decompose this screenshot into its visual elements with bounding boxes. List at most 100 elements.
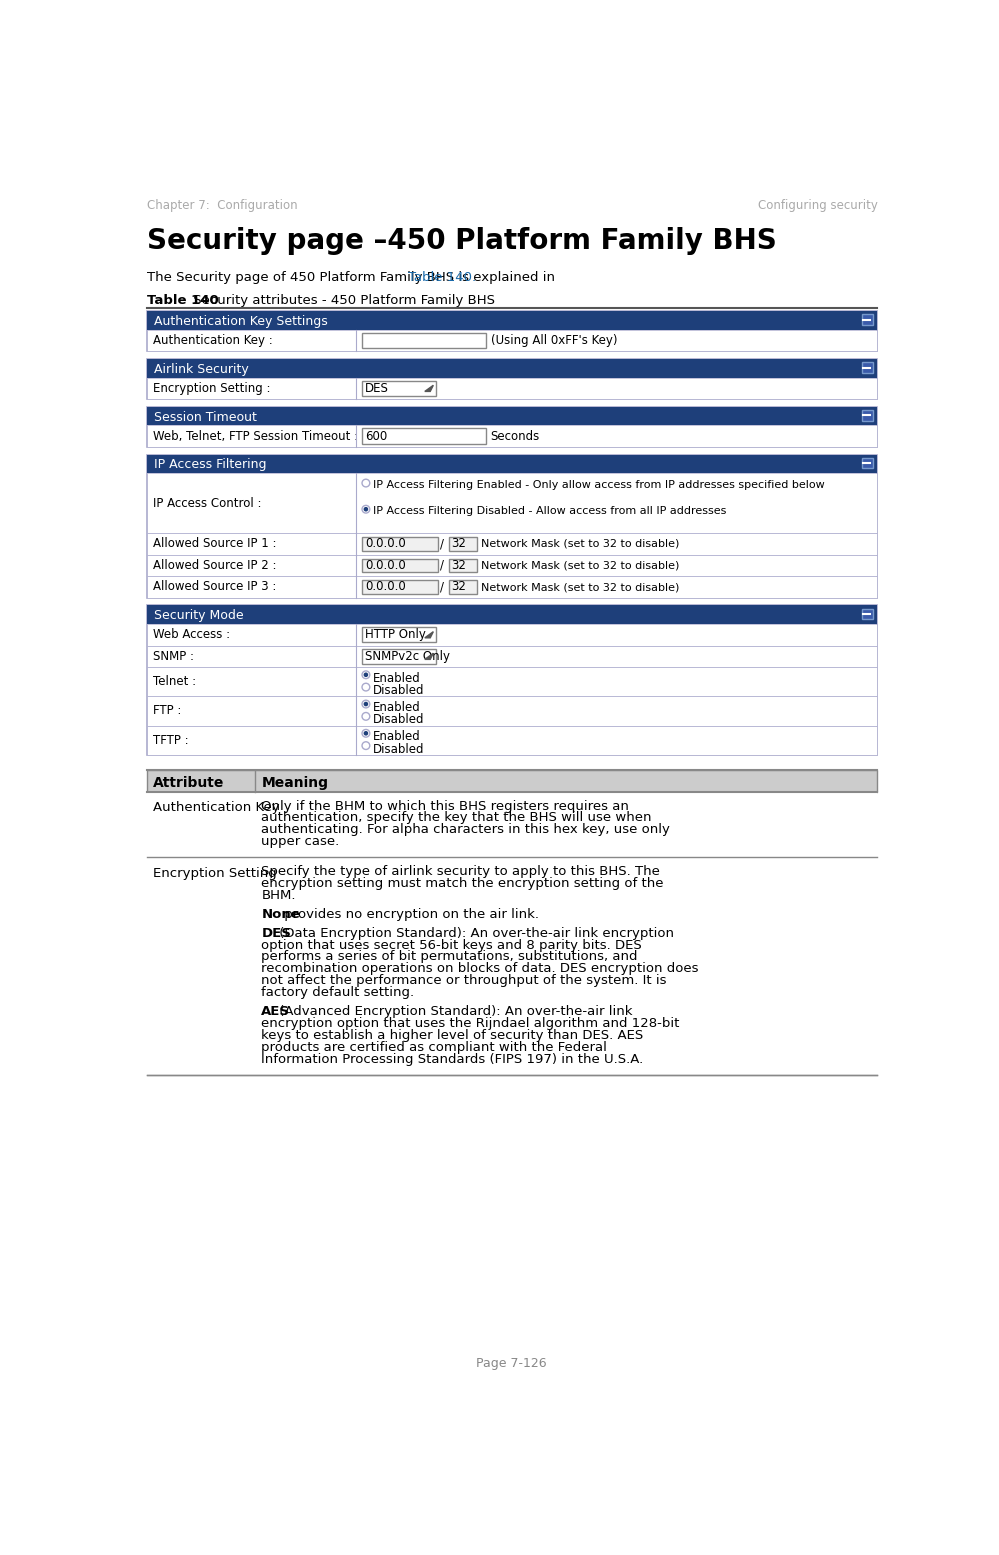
Bar bbox=[362, 648, 436, 664]
Text: Information Processing Standards (FIPS 197) in the U.S.A.: Information Processing Standards (FIPS 1… bbox=[262, 1053, 643, 1065]
Polygon shape bbox=[425, 386, 434, 392]
Bar bbox=[147, 311, 877, 330]
Bar bbox=[147, 454, 877, 597]
Circle shape bbox=[362, 505, 370, 513]
Circle shape bbox=[362, 700, 370, 708]
Text: /: / bbox=[441, 558, 445, 572]
Polygon shape bbox=[425, 631, 434, 638]
Text: Meaning: Meaning bbox=[262, 776, 329, 790]
Text: Only if the BHM to which this BHS registers requires an: Only if the BHM to which this BHS regist… bbox=[262, 799, 629, 813]
Text: Network Mask (set to 32 to disable): Network Mask (set to 32 to disable) bbox=[481, 540, 679, 549]
Text: Enabled: Enabled bbox=[373, 731, 421, 743]
Bar bbox=[362, 428, 487, 443]
Text: 32: 32 bbox=[452, 538, 466, 550]
Text: Authentication Key :: Authentication Key : bbox=[153, 334, 273, 347]
Bar bbox=[147, 605, 877, 624]
Bar bbox=[147, 407, 877, 446]
Text: products are certified as compliant with the Federal: products are certified as compliant with… bbox=[262, 1040, 607, 1054]
Bar bbox=[862, 457, 873, 468]
Text: keys to establish a higher level of security than DES. AES: keys to establish a higher level of secu… bbox=[262, 1029, 643, 1042]
Bar bbox=[147, 533, 877, 555]
Text: Network Mask (set to 32 to disable): Network Mask (set to 32 to disable) bbox=[481, 560, 679, 571]
Bar bbox=[147, 426, 877, 446]
Text: factory default setting.: factory default setting. bbox=[262, 986, 415, 1000]
Text: 32: 32 bbox=[452, 558, 466, 572]
Text: Table 140: Table 140 bbox=[147, 294, 219, 308]
Text: /: / bbox=[441, 580, 445, 594]
Text: IP Access Filtering Disabled - Allow access from all IP addresses: IP Access Filtering Disabled - Allow acc… bbox=[373, 505, 726, 516]
Circle shape bbox=[362, 479, 370, 487]
Text: 0.0.0.0: 0.0.0.0 bbox=[365, 558, 406, 572]
Text: DES: DES bbox=[365, 383, 389, 395]
Text: Specify the type of airlink security to apply to this BHS. The: Specify the type of airlink security to … bbox=[262, 865, 660, 879]
Text: /: / bbox=[441, 538, 445, 550]
Text: SNMPv2c Only: SNMPv2c Only bbox=[365, 650, 451, 662]
Bar bbox=[147, 311, 877, 351]
Bar bbox=[362, 580, 438, 594]
Text: IP Access Filtering: IP Access Filtering bbox=[154, 459, 266, 471]
Text: Enabled: Enabled bbox=[373, 701, 421, 714]
Text: Chapter 7:  Configuration: Chapter 7: Configuration bbox=[147, 199, 297, 211]
Text: Telnet :: Telnet : bbox=[153, 675, 196, 689]
Bar bbox=[147, 555, 877, 577]
Bar bbox=[147, 378, 877, 400]
Bar bbox=[147, 359, 877, 378]
Text: Disabled: Disabled bbox=[373, 684, 425, 697]
Bar bbox=[362, 333, 487, 348]
Text: HTTP Only: HTTP Only bbox=[365, 628, 426, 641]
Text: IP Access Filtering Enabled - Only allow access from IP addresses specified belo: IP Access Filtering Enabled - Only allow… bbox=[373, 480, 824, 490]
Text: FTP :: FTP : bbox=[153, 704, 181, 717]
Polygon shape bbox=[425, 653, 434, 659]
Text: Web, Telnet, FTP Session Timeout :: Web, Telnet, FTP Session Timeout : bbox=[153, 429, 358, 443]
Text: Attribute: Attribute bbox=[153, 776, 224, 790]
Circle shape bbox=[364, 507, 369, 512]
Bar bbox=[362, 381, 436, 397]
Circle shape bbox=[364, 701, 369, 706]
Bar bbox=[147, 791, 877, 857]
Bar bbox=[449, 536, 477, 550]
Text: recombination operations on blocks of data. DES encryption does: recombination operations on blocks of da… bbox=[262, 963, 698, 975]
Circle shape bbox=[362, 670, 370, 678]
Text: 0.0.0.0: 0.0.0.0 bbox=[365, 580, 406, 594]
Text: Authentication Key: Authentication Key bbox=[153, 801, 280, 815]
Text: Encryption Setting :: Encryption Setting : bbox=[153, 383, 271, 395]
Text: The Security page of 450 Platform Family BHS is explained in: The Security page of 450 Platform Family… bbox=[147, 271, 558, 285]
Bar bbox=[362, 536, 438, 550]
Bar bbox=[147, 645, 877, 667]
Text: Security Mode: Security Mode bbox=[154, 610, 243, 622]
Text: (Advanced Encryption Standard): An over-the-air link: (Advanced Encryption Standard): An over-… bbox=[276, 1005, 632, 1019]
Bar bbox=[862, 411, 873, 421]
Text: Web Access :: Web Access : bbox=[153, 628, 230, 641]
Circle shape bbox=[364, 672, 369, 676]
Bar bbox=[362, 558, 438, 572]
Text: Network Mask (set to 32 to disable): Network Mask (set to 32 to disable) bbox=[481, 582, 679, 592]
Text: option that uses secret 56-bit keys and 8 parity bits. DES: option that uses secret 56-bit keys and … bbox=[262, 939, 642, 952]
Text: Allowed Source IP 3 :: Allowed Source IP 3 : bbox=[153, 580, 276, 594]
Bar bbox=[147, 577, 877, 597]
Text: Session Timeout: Session Timeout bbox=[154, 411, 257, 423]
Text: Table 140.: Table 140. bbox=[408, 271, 476, 285]
Circle shape bbox=[362, 742, 370, 750]
Bar bbox=[147, 857, 877, 1075]
Text: TFTP :: TFTP : bbox=[153, 734, 189, 746]
Circle shape bbox=[362, 729, 370, 737]
Bar bbox=[147, 624, 877, 645]
Text: Security page –450 Platform Family BHS: Security page –450 Platform Family BHS bbox=[147, 227, 776, 255]
Text: Security attributes - 450 Platform Family BHS: Security attributes - 450 Platform Famil… bbox=[189, 294, 495, 308]
Text: Encryption Setting: Encryption Setting bbox=[153, 866, 277, 880]
Bar bbox=[147, 359, 877, 400]
Circle shape bbox=[362, 712, 370, 720]
Text: AES: AES bbox=[262, 1005, 291, 1019]
Bar bbox=[147, 667, 877, 697]
Circle shape bbox=[362, 683, 370, 690]
Bar bbox=[449, 558, 477, 572]
Text: 600: 600 bbox=[365, 429, 388, 443]
Bar bbox=[862, 314, 873, 325]
Text: provides no encryption on the air link.: provides no encryption on the air link. bbox=[280, 908, 539, 921]
Text: Allowed Source IP 1 :: Allowed Source IP 1 : bbox=[153, 538, 277, 550]
Bar bbox=[147, 605, 877, 754]
Text: Disabled: Disabled bbox=[373, 743, 425, 756]
Circle shape bbox=[364, 731, 369, 736]
Text: Seconds: Seconds bbox=[491, 429, 539, 443]
Text: upper case.: upper case. bbox=[262, 835, 340, 849]
